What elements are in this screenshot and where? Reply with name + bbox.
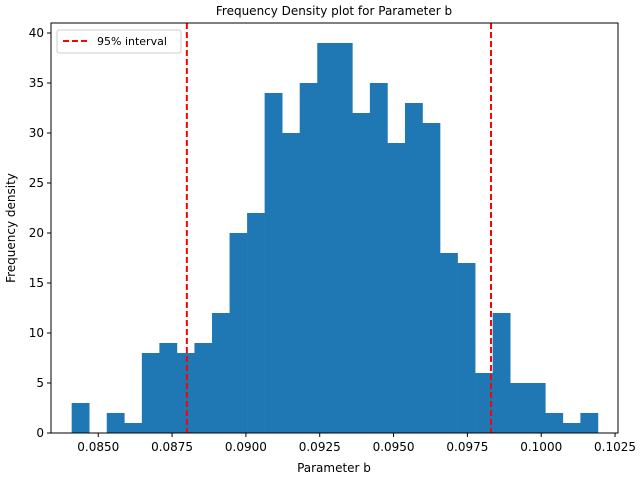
histogram-bar — [440, 253, 458, 433]
x-axis-ticks: 0.0850 0.0875 0.0900 0.0925 0.0950 0.0975 0.10… — [77, 433, 636, 454]
y-tick-label: 35 — [29, 76, 44, 90]
legend-box — [56, 29, 182, 54]
x-axis-label: Parameter b — [297, 461, 371, 475]
histogram-bar — [334, 43, 353, 433]
histogram-bar — [229, 233, 248, 433]
histogram-bar — [387, 143, 406, 433]
y-tick-label: 20 — [29, 226, 44, 240]
histogram-bar — [282, 133, 301, 433]
x-tick-label: 0.0875 — [151, 440, 193, 454]
histogram-bar — [404, 103, 423, 433]
histogram-bar — [457, 263, 476, 433]
y-tick-label: 15 — [29, 276, 44, 290]
y-tick-label: 40 — [29, 26, 44, 40]
histogram-bar — [317, 43, 336, 433]
y-tick-label: 10 — [29, 326, 44, 340]
histogram-bar — [106, 413, 125, 433]
y-tick-label: 25 — [29, 176, 44, 190]
bars-group — [71, 43, 599, 433]
histogram-bar — [545, 413, 564, 433]
histogram-bar — [562, 423, 581, 433]
y-axis-label: Frequency density — [4, 173, 18, 283]
histogram-bar — [141, 353, 160, 433]
histogram-bar — [492, 313, 511, 433]
y-axis-ticks: 0 5 10 15 20 25 30 35 40 — [29, 26, 51, 440]
histogram-bar — [124, 423, 143, 433]
interval-lines — [185, 23, 493, 433]
histogram-bar — [212, 313, 230, 433]
x-tick-label: 0.1000 — [520, 440, 562, 454]
histogram-bar — [352, 113, 371, 433]
histogram-bar — [247, 213, 265, 433]
y-tick-label: 30 — [29, 126, 44, 140]
x-tick-label: 0.0900 — [225, 440, 267, 454]
histogram-bar — [194, 343, 213, 433]
x-tick-label: 0.1025 — [594, 440, 636, 454]
histogram-bar — [510, 383, 529, 433]
x-tick-label: 0.0925 — [299, 440, 341, 454]
x-tick-label: 0.0975 — [446, 440, 488, 454]
x-tick-label: 0.0950 — [373, 440, 415, 454]
legend: 95% interval — [56, 29, 182, 54]
histogram-bar — [422, 123, 441, 433]
y-tick-label: 5 — [36, 376, 44, 390]
histogram-bar — [71, 403, 90, 433]
histogram-bar — [159, 343, 178, 433]
histogram-bar — [369, 83, 388, 433]
x-tick-label: 0.0850 — [77, 440, 119, 454]
histogram-bar — [299, 83, 318, 433]
histogram-bar — [475, 373, 493, 433]
chart-title: Frequency Density plot for Parameter b — [216, 4, 452, 18]
histogram-bar — [176, 353, 195, 433]
histogram-bar — [264, 93, 283, 433]
legend-label: 95% interval — [97, 35, 167, 48]
histogram-bar — [527, 383, 546, 433]
plot-frame — [50, 22, 619, 434]
y-tick-label: 0 — [36, 426, 44, 440]
histogram-bar — [580, 413, 599, 433]
